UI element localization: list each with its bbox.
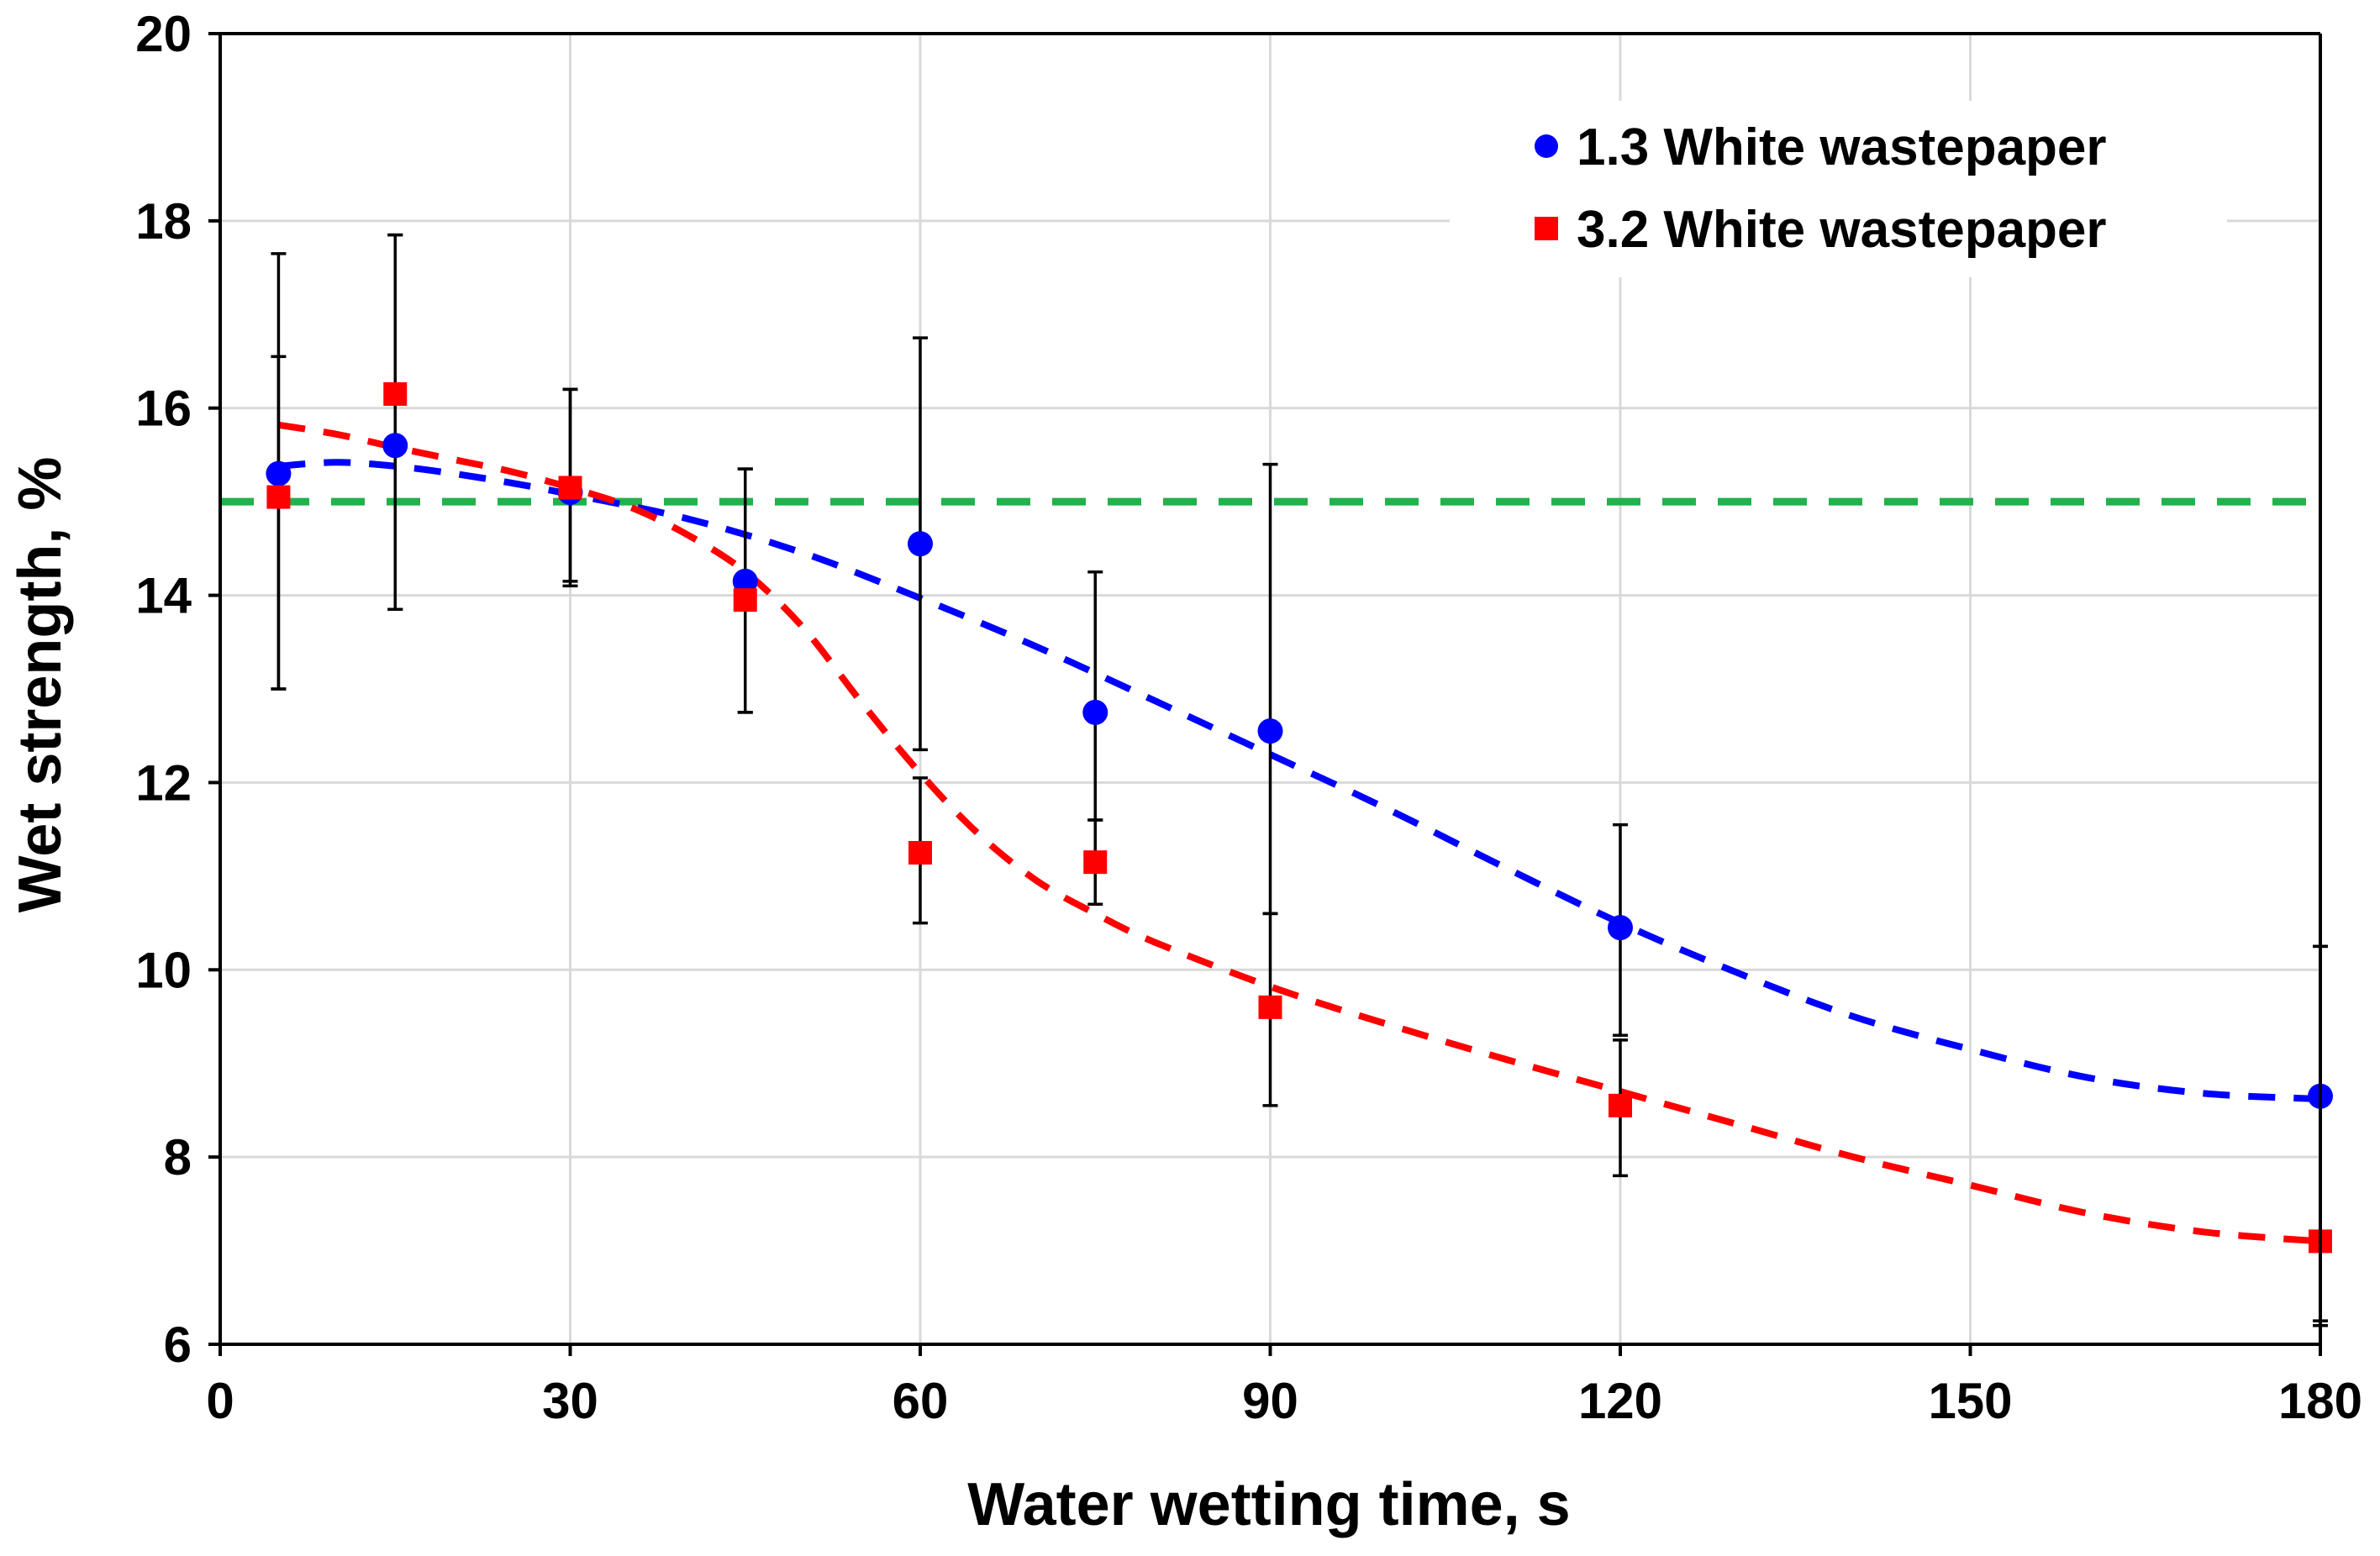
error-bars [271,233,2328,1327]
point-series-1-7 [1608,915,1633,941]
x-tick-label-6: 180 [2278,1373,2362,1429]
y-axis-title: Wet strength, % [7,457,74,913]
legend-marker-series-2 [1535,217,1558,240]
legend-label-series-1: 1.3 White wastepaper [1577,118,2107,176]
point-series-1-3 [732,568,758,594]
legend-background [1450,101,2227,277]
y-tick-label-5: 16 [135,381,192,437]
point-series-2-6 [1258,995,1282,1019]
point-series-2-0 [266,485,291,509]
point-series-1-4 [908,531,933,557]
legend: 1.3 White wastepaper 3.2 White wastepape… [1450,101,2227,277]
x-tick-label-2: 60 [893,1373,949,1429]
x-tick-label-4: 120 [1578,1373,1662,1429]
y-tick-label-7: 20 [135,6,192,62]
point-series-1-5 [1082,699,1108,725]
point-series-2-3 [733,588,757,612]
x-tick-label-5: 150 [1928,1373,2012,1429]
point-series-1-1 [382,433,408,459]
axes [208,32,2322,1356]
point-series-2-4 [908,841,932,865]
point-series-2-1 [383,382,408,406]
x-tick-label-0: 0 [206,1373,234,1429]
y-tick-label-2: 10 [135,942,192,998]
point-series-1-0 [266,460,292,486]
y-tick-label-1: 8 [164,1129,192,1185]
point-series-2-5 [1083,850,1108,875]
x-tick-label-3: 90 [1242,1373,1298,1429]
x-axis-title: Water wetting time, s [967,1471,1570,1538]
point-series-2-2 [558,476,582,500]
y-tick-label-0: 6 [164,1317,192,1373]
x-tick-label-1: 30 [542,1373,598,1429]
tick-labels: 0 30 60 90 120 150 180 6 8 10 12 14 16 18 20 [135,6,2362,1429]
y-tick-label-3: 12 [135,754,192,811]
y-tick-label-4: 14 [135,568,192,624]
y-tick-label-6: 18 [135,193,192,250]
trend-line-series-2 [277,421,2321,1245]
legend-label-series-2: 3.2 White wastepaper [1577,201,2107,259]
trend-lines [277,421,2321,1245]
legend-marker-series-1 [1535,134,1558,158]
point-series-2-7 [1609,1093,1632,1117]
point-series-1-6 [1257,718,1283,744]
trend-line-series-1 [278,459,2321,1103]
data-markers [266,382,2333,1254]
